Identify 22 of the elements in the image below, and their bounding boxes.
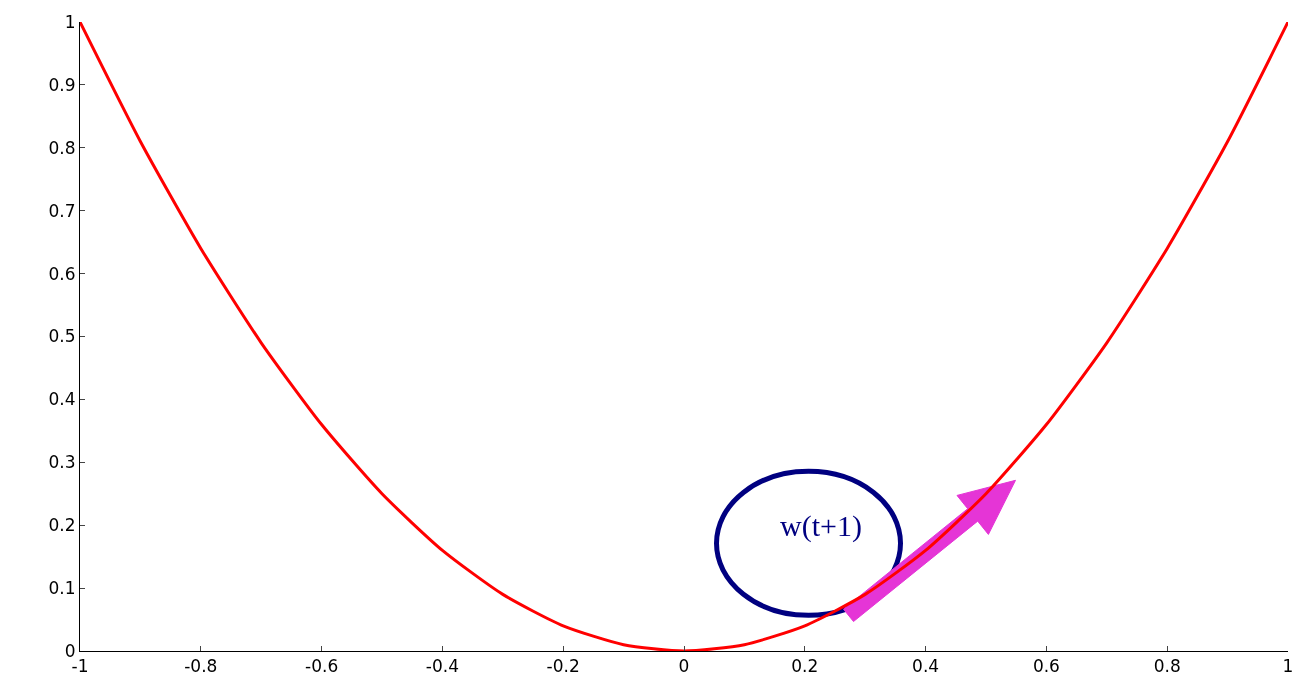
y-tick-label: 0.6 bbox=[48, 263, 76, 284]
x-tick-label: 0 bbox=[678, 656, 690, 677]
x-tick-label: -0.2 bbox=[546, 656, 580, 677]
y-tick-label: 0.4 bbox=[48, 389, 76, 410]
y-tick-label: 0.2 bbox=[48, 515, 76, 536]
y-tick-label: 0.3 bbox=[48, 452, 76, 473]
y-tick-label: 0.8 bbox=[48, 137, 76, 158]
y-tick-label: 1 bbox=[64, 11, 76, 32]
x-tick-label: 0.6 bbox=[1032, 656, 1060, 677]
line-series bbox=[80, 22, 1288, 651]
y-tick-label: 0.7 bbox=[48, 200, 76, 221]
annotation: w(t+1) bbox=[780, 509, 862, 543]
y-tick-label: 0.1 bbox=[48, 578, 76, 599]
x-tick-label: -0.6 bbox=[305, 656, 339, 677]
x-tick-label: -0.4 bbox=[425, 656, 459, 677]
x-tick-label: 0.2 bbox=[791, 656, 819, 677]
x-tick-label: 0.8 bbox=[1153, 656, 1181, 677]
x-tick-label: -0.8 bbox=[184, 656, 218, 677]
y-tick-label: 0.9 bbox=[48, 74, 76, 95]
x-tick-label: 1 bbox=[1282, 656, 1294, 677]
x-tick-label: 0.4 bbox=[912, 656, 940, 677]
y-tick-label: 0.5 bbox=[48, 326, 76, 347]
